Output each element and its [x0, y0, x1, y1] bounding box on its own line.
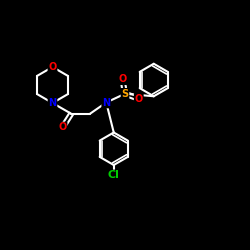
Text: N: N [48, 98, 56, 108]
Text: O: O [118, 74, 127, 84]
Text: O: O [58, 122, 66, 132]
Text: O: O [134, 94, 143, 104]
Text: S: S [122, 89, 128, 99]
Text: N: N [102, 98, 110, 108]
Text: Cl: Cl [108, 170, 120, 180]
Text: O: O [48, 62, 56, 72]
